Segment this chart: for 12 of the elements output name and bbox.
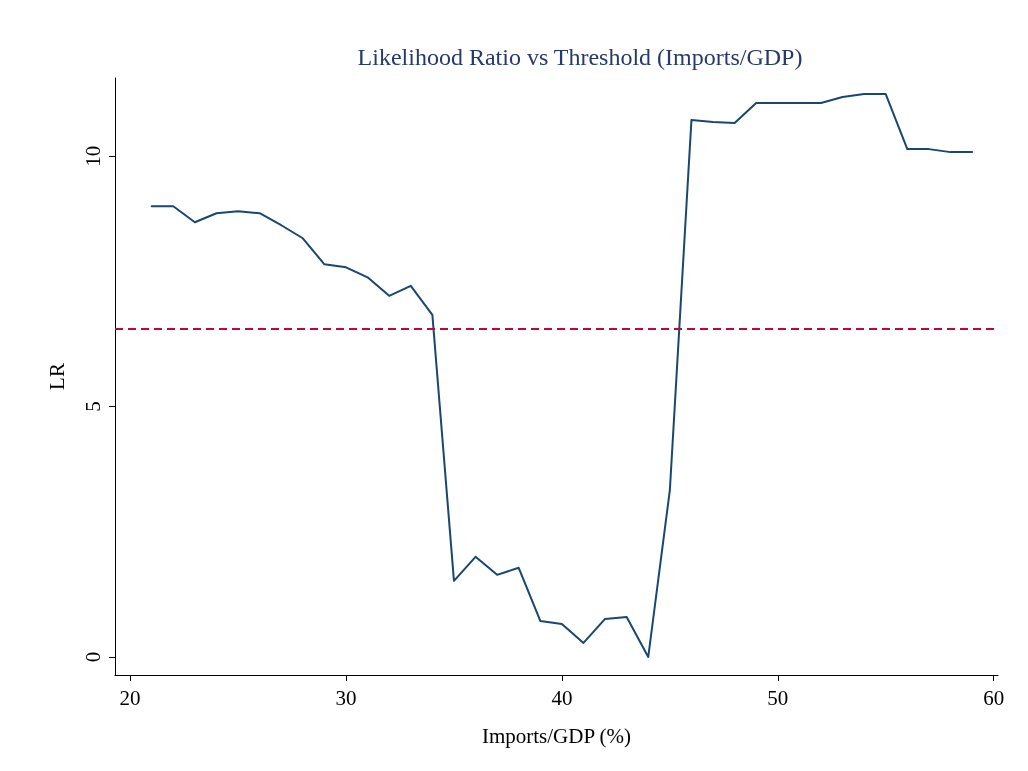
y-tick-label: 5 [80, 401, 105, 412]
y-axis-title: LR [44, 363, 69, 390]
chart-title: Likelihood Ratio vs Threshold (Imports/GDP) [357, 44, 803, 70]
x-tick-label: 40 [551, 685, 573, 710]
x-axis-title: Imports/GDP (%) [481, 723, 632, 748]
x-tick-label: 50 [767, 685, 789, 710]
y-tick-label: 0 [80, 651, 105, 663]
y-tick-label: 10 [80, 145, 105, 167]
x-tick-label: 30 [335, 685, 357, 710]
x-tick-label: 20 [119, 685, 141, 710]
line-series [150, 93, 974, 658]
x-tick-label: 60 [983, 685, 1005, 710]
